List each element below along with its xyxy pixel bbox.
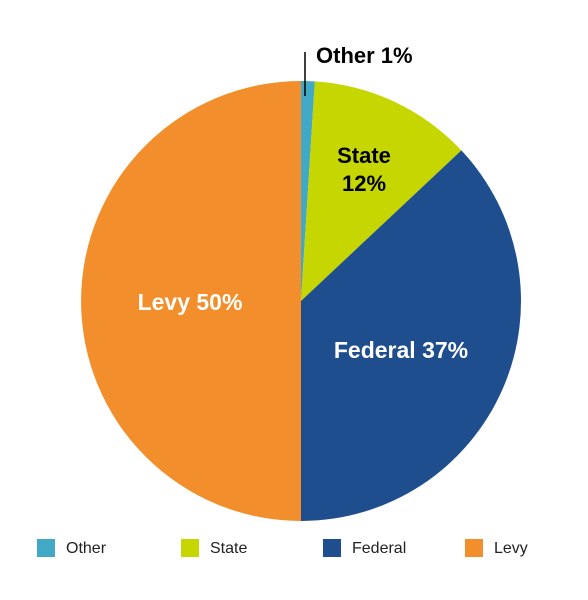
pie-slices [81, 80, 521, 521]
legend-swatch-federal [323, 539, 341, 557]
pie-slice-other [301, 80, 315, 301]
legend-label-state: State [210, 540, 247, 557]
slice-label-federal: Federal 37% [334, 337, 468, 363]
legend-swatch-other [37, 539, 55, 557]
legend: Other State Federal Levy [37, 539, 528, 557]
pie-slice-levy [81, 81, 301, 521]
slice-labels: Other 1% State 12% Federal 37% Levy 50% [138, 43, 469, 363]
slice-label-state: State 12% [337, 143, 391, 196]
pie-slice-federal [301, 150, 521, 521]
pie-slice-state [301, 81, 462, 302]
legend-swatch-levy [465, 539, 483, 557]
legend-label-levy: Levy [494, 540, 528, 557]
slice-label-levy: Levy 50% [138, 289, 243, 315]
legend-label-other: Other [66, 540, 107, 557]
slice-label-other: Other 1% [316, 43, 413, 68]
legend-label-federal: Federal [352, 540, 406, 557]
legend-swatch-state [181, 539, 199, 557]
